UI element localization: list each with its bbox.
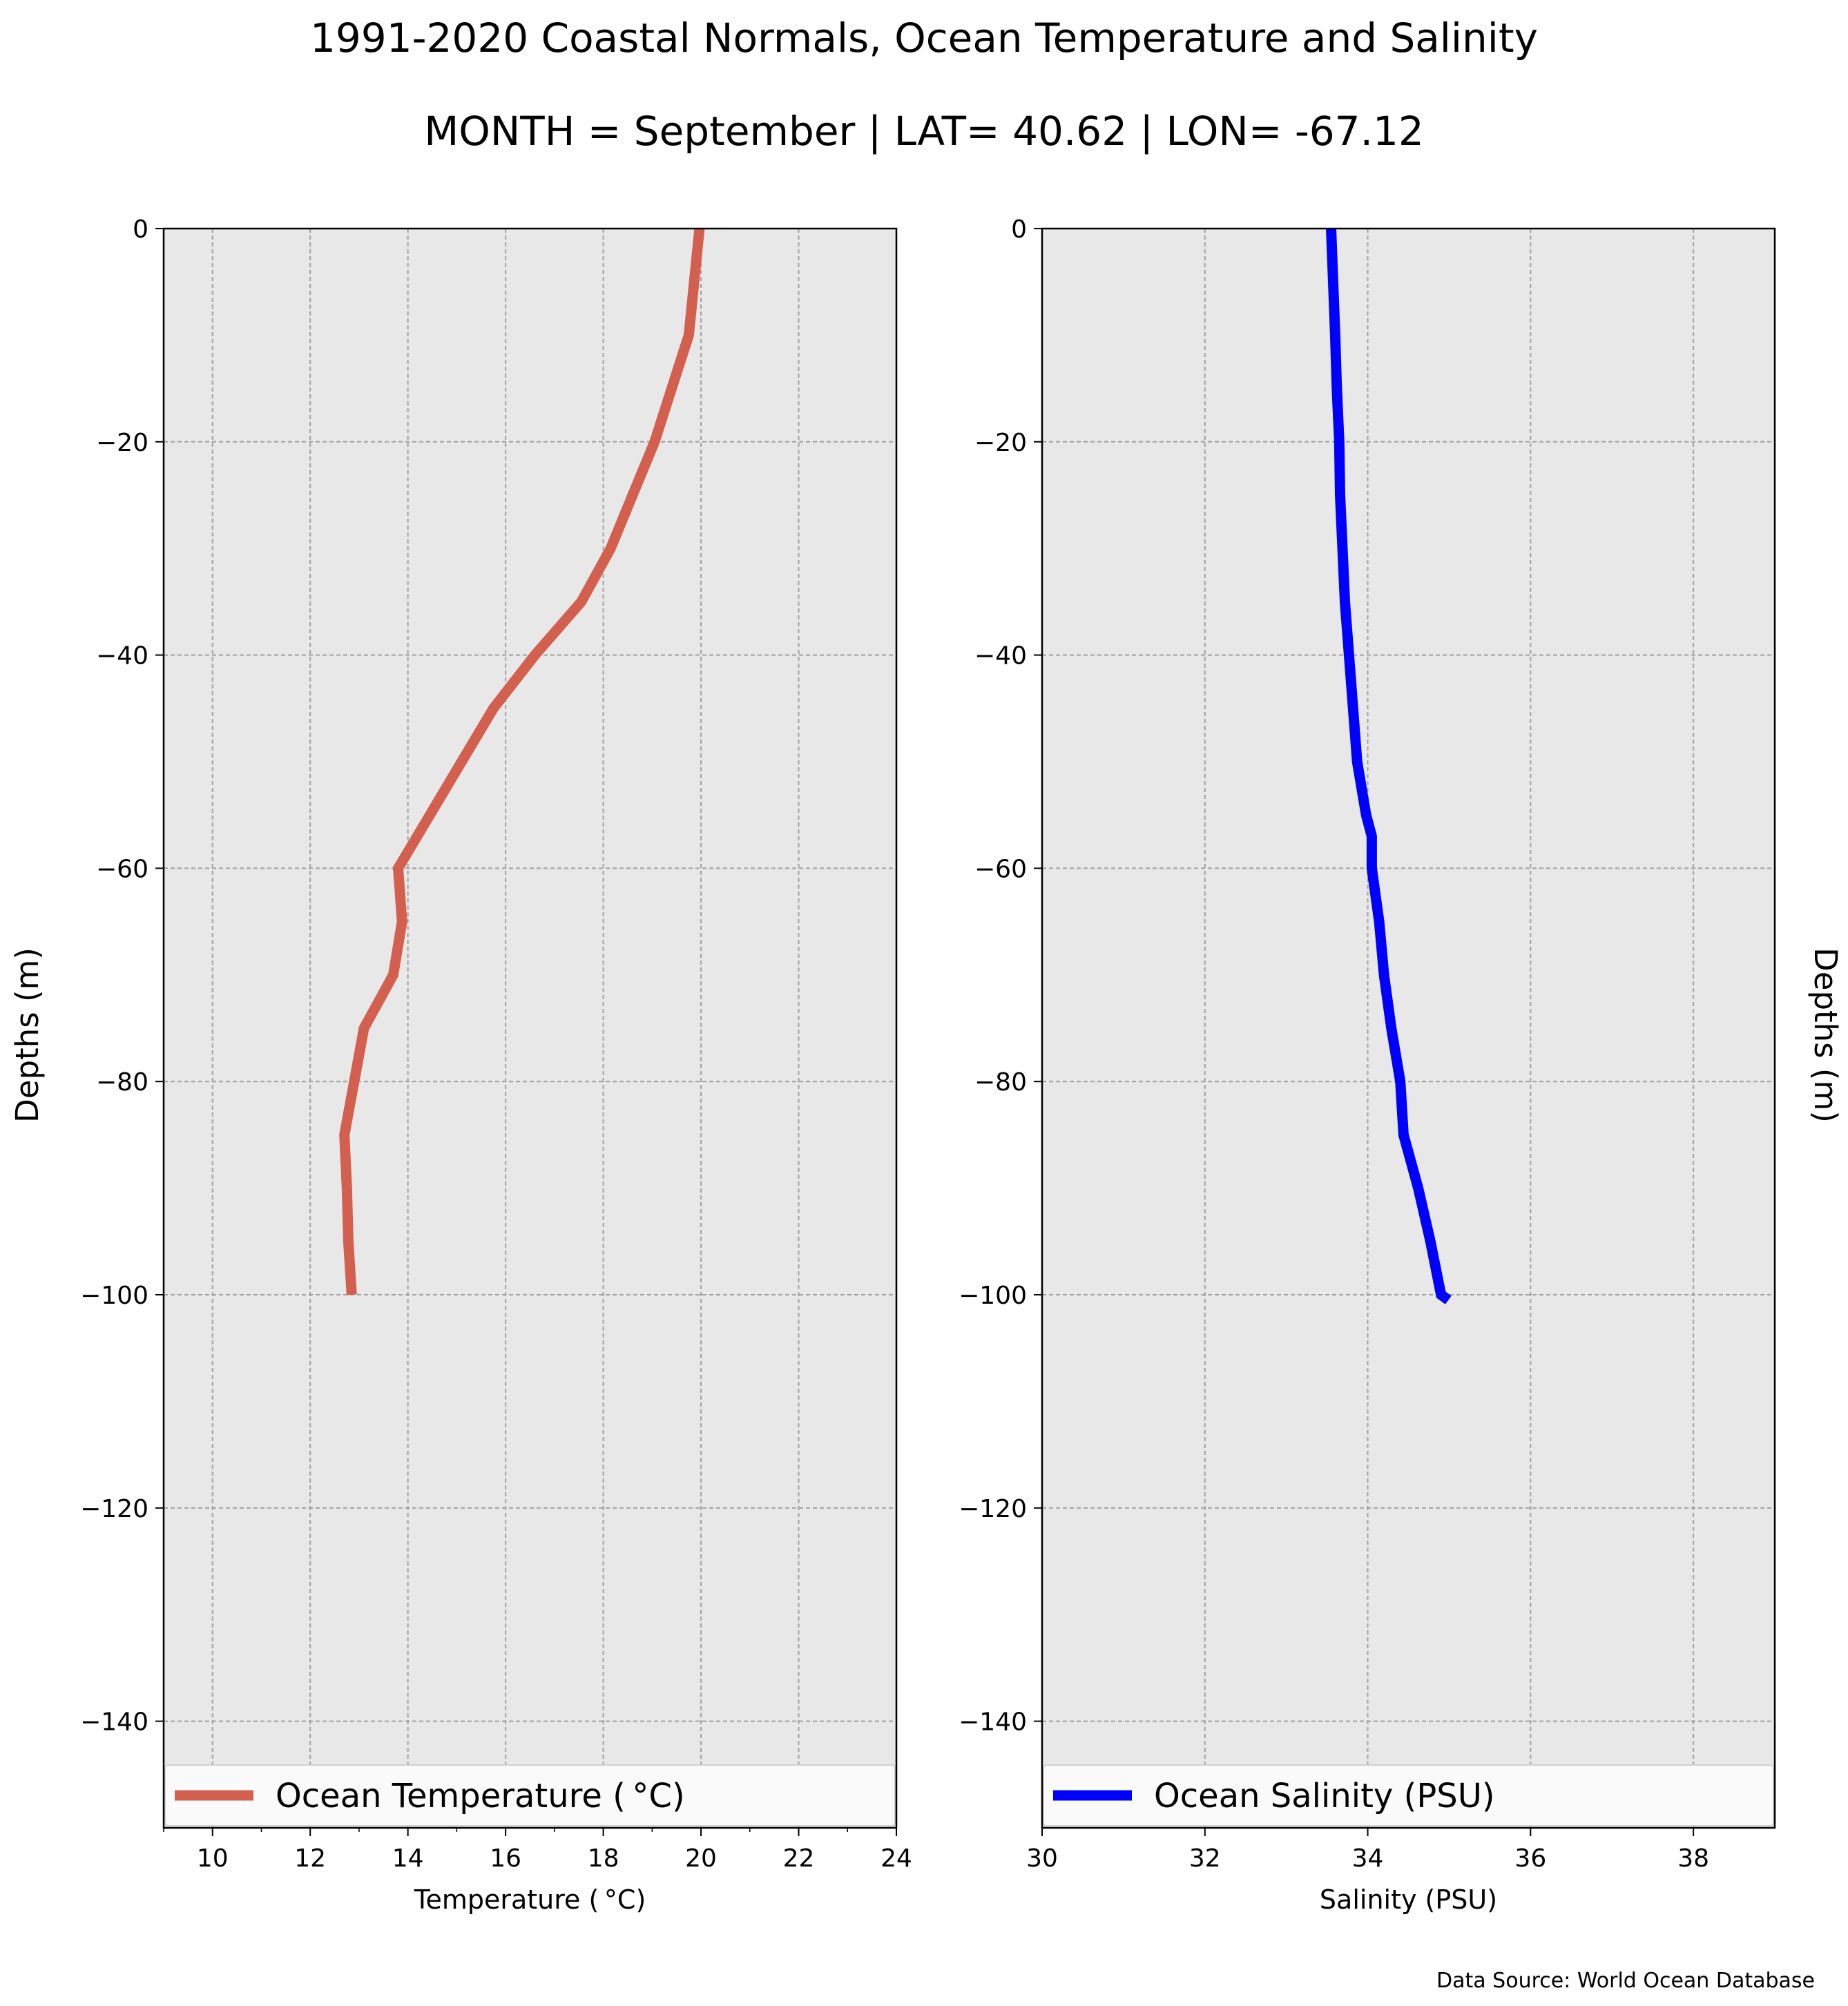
temp-y-tick-label: −60 [96, 855, 148, 883]
data-source-note: Data Source: World Ocean Database [1436, 1969, 1815, 1993]
salinity-panel: Ocean Salinity (PSU) 30 32 34 36 38 0 −20 −40 −60… [959, 215, 1844, 1915]
sal-y-tick-label: −80 [974, 1068, 1027, 1097]
sal-y-tick-label: −100 [959, 1282, 1027, 1310]
temp-x-tick-label: 12 [294, 1844, 326, 1873]
temp-axes-frame [162, 227, 898, 1829]
sal-legend-box [1043, 1764, 1774, 1826]
chart-subtitle: MONTH = September | LAT= 40.62 | LON= -6… [424, 108, 1424, 155]
sal-y-tick-label: −20 [974, 429, 1027, 457]
sal-x-tick-label: 32 [1189, 1844, 1221, 1873]
sal-y-tick-label: −140 [959, 1708, 1027, 1737]
temp-legend-label: Ocean Temperature ( °C) [276, 1777, 685, 1815]
temp-x-tick-label: 20 [685, 1844, 717, 1873]
sal-y-tick-label: −60 [974, 855, 1027, 883]
chart-title: 1991-2020 Coastal Normals, Ocean Tempera… [310, 15, 1538, 61]
temp-y-tick-label: −40 [96, 642, 148, 671]
temp-y-tick-label: −120 [80, 1495, 148, 1523]
temp-x-tick-label: 18 [588, 1844, 619, 1873]
sal-x-tick-label: 34 [1352, 1844, 1384, 1873]
temp-x-tick-label: 16 [490, 1844, 521, 1873]
temp-y-tick-label: −100 [80, 1282, 148, 1310]
sal-series-line [1326, 228, 1452, 1304]
sal-x-axis-label: Salinity (PSU) [1320, 1884, 1497, 1915]
temp-y-axis-label: Depths (m) [9, 947, 46, 1123]
sal-y-axis-label: Depths (m) [1807, 947, 1844, 1123]
temp-y-tick-label: −80 [96, 1068, 148, 1097]
sal-y-tick-label: −40 [974, 642, 1027, 671]
temp-legend-box [164, 1764, 896, 1826]
temp-x-tick-label: 10 [197, 1844, 229, 1873]
sal-x-tick-label: 30 [1026, 1844, 1058, 1873]
temp-x-axis-label: Temperature ( °C) [414, 1884, 646, 1915]
temp-x-tick-label: 14 [392, 1844, 424, 1873]
sal-y-tick-label: −120 [959, 1495, 1027, 1523]
sal-x-tick-label: 38 [1677, 1844, 1709, 1873]
sal-x-tick-label: 36 [1514, 1844, 1546, 1873]
temp-y-tick-label: −140 [80, 1708, 148, 1737]
sal-legend-label: Ocean Salinity (PSU) [1154, 1777, 1495, 1815]
temp-series-line [339, 228, 705, 1295]
sal-plot-background [1042, 229, 1775, 1828]
sal-y-tick-label: 0 [1011, 215, 1027, 244]
temperature-panel: Ocean Temperature ( °C) 10 12 14 16 18 20 22 24 0… [9, 215, 912, 1915]
temp-x-tick-label: 24 [880, 1844, 912, 1873]
temp-plot-background [164, 229, 896, 1828]
temp-x-tick-label: 22 [783, 1844, 815, 1873]
sal-axes-frame [1041, 227, 1776, 1829]
temp-y-tick-label: −20 [96, 429, 148, 457]
temp-y-tick-label: 0 [133, 215, 148, 244]
